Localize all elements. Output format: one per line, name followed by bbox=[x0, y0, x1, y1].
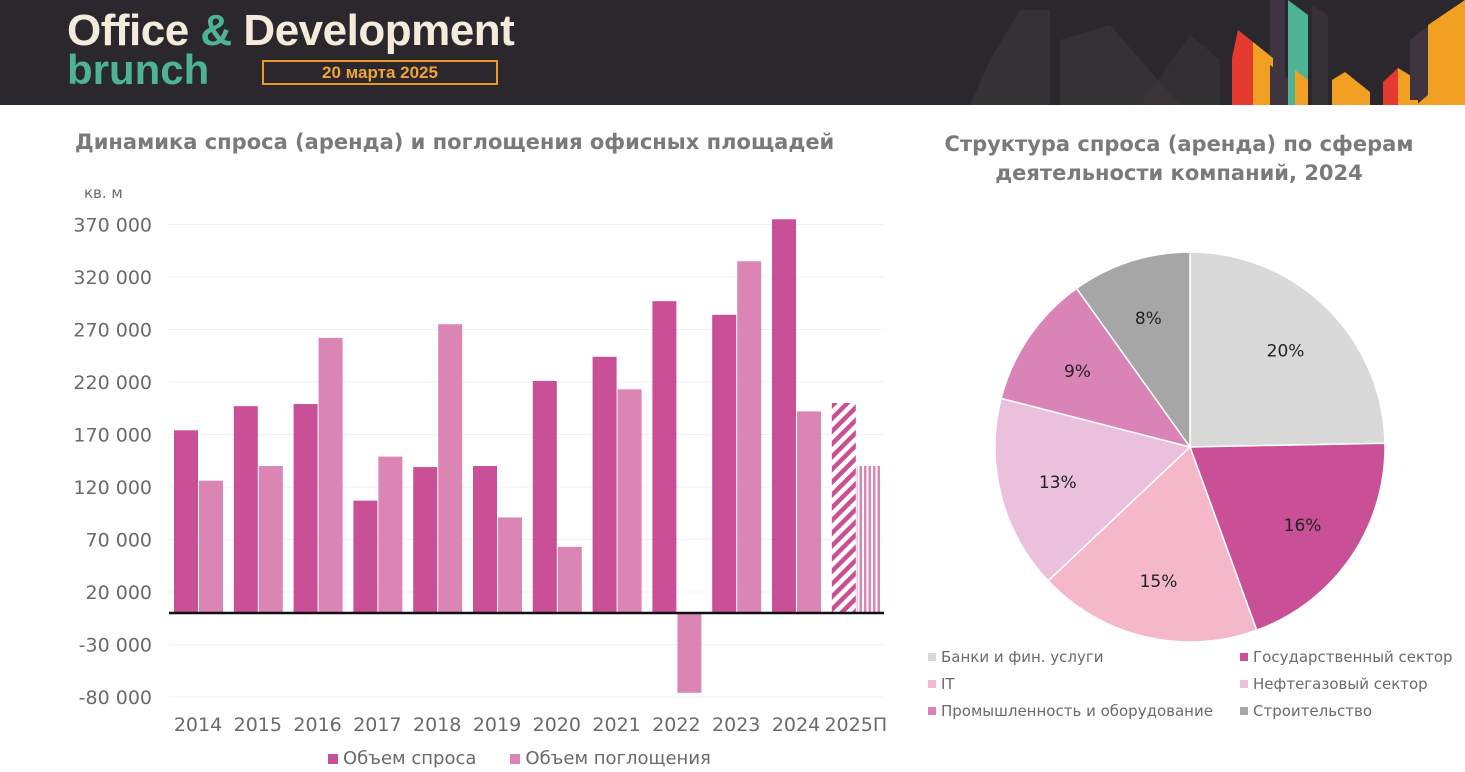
pie-legend-swatch bbox=[1240, 707, 1248, 715]
y-tick-label: 370 000 bbox=[73, 215, 152, 237]
pie-chart-title: Структура спроса (аренда) по сферам деят… bbox=[905, 130, 1453, 188]
brand-title-part1: Office bbox=[67, 6, 201, 55]
y-tick-label: 120 000 bbox=[73, 477, 152, 499]
skyline-decoration-icon bbox=[970, 0, 1465, 105]
pie-legend-item: Государственный сектор bbox=[1240, 648, 1460, 666]
legend-item-absorption: Объем поглощения bbox=[510, 748, 711, 769]
x-tick-label: 2015 bbox=[234, 714, 282, 736]
pie-legend-swatch bbox=[928, 680, 936, 688]
bar-absorption-2018 bbox=[438, 324, 463, 613]
x-tick-label: 2016 bbox=[293, 714, 341, 736]
y-tick-label: 70 000 bbox=[86, 530, 152, 552]
pie-legend-swatch bbox=[1240, 680, 1248, 688]
pie-slice-3 bbox=[994, 397, 1192, 582]
pie-chart-title-line2: деятельности компаний, 2024 bbox=[995, 161, 1363, 185]
bar-absorption-2023 bbox=[737, 261, 762, 613]
pie-legend-label: IT bbox=[941, 675, 955, 693]
bar-absorption-2020 bbox=[557, 546, 582, 613]
bar-chart-legend: Объем спроса Объем поглощения bbox=[328, 748, 711, 769]
pie-chart-title-line1: Структура спроса (аренда) по сферам bbox=[944, 132, 1414, 156]
pie-slice-5 bbox=[1075, 251, 1191, 450]
bar-absorption-2014 bbox=[199, 480, 223, 613]
brand-title: Office & Development bbox=[67, 6, 515, 56]
pie-slice-1 bbox=[1188, 442, 1386, 632]
pie-chart-legend: Банки и фин. услуги Государственный секто… bbox=[928, 648, 1458, 720]
x-tick-label: 2025П bbox=[824, 714, 887, 736]
y-tick-label: 20 000 bbox=[86, 582, 152, 604]
y-tick-label: 170 000 bbox=[73, 425, 152, 447]
pie-slice-4 bbox=[1000, 287, 1192, 449]
pie-slice-label: 8% bbox=[1135, 309, 1162, 329]
pie-legend-label: Промышленность и оборудование bbox=[941, 702, 1213, 720]
bar-demand-2020 bbox=[532, 380, 557, 613]
pie-slice-2 bbox=[1047, 445, 1258, 643]
pie-legend-swatch bbox=[928, 707, 936, 715]
header-banner: Office & Development brunch 20 марта 202… bbox=[0, 0, 1465, 105]
y-tick-label: 270 000 bbox=[73, 320, 152, 342]
legend-item-demand: Объем спроса bbox=[328, 748, 476, 769]
bar-demand-2016 bbox=[293, 404, 318, 613]
bar-demand-2014 bbox=[174, 430, 198, 613]
legend-swatch-absorption bbox=[510, 753, 521, 764]
bar-demand-2025П bbox=[831, 403, 856, 613]
pie-slice-label: 20% bbox=[1267, 342, 1305, 362]
bar-demand-2015 bbox=[233, 406, 258, 613]
legend-label-absorption: Объем поглощения bbox=[525, 748, 711, 769]
bar-demand-2021 bbox=[592, 356, 617, 613]
pie-slice-label: 16% bbox=[1284, 516, 1322, 536]
x-tick-label: 2020 bbox=[533, 714, 581, 736]
x-tick-label: 2018 bbox=[413, 714, 461, 736]
pie-chart: 20% 16% 15% 13% 9% 8% bbox=[994, 251, 1386, 643]
x-tick-label: 2017 bbox=[353, 714, 401, 736]
bar-demand-2018 bbox=[413, 467, 438, 613]
legend-label-demand: Объем спроса bbox=[343, 748, 477, 769]
bar-demand-2023 bbox=[712, 314, 737, 613]
pie-legend-swatch bbox=[928, 653, 936, 661]
pie-legend-label: Строительство bbox=[1253, 702, 1373, 720]
bar-chart-title: Динамика спроса (аренда) и поглощения оф… bbox=[75, 130, 835, 154]
bar-absorption-2022 bbox=[677, 613, 702, 693]
bar-chart: кв. м 370 000 320 000 270 000 220 000 170 00… bbox=[73, 184, 887, 736]
y-tick-label: 220 000 bbox=[73, 372, 152, 394]
brand-subtitle: brunch bbox=[67, 46, 210, 93]
x-tick-label: 2014 bbox=[174, 714, 222, 736]
pie-slice-label: 9% bbox=[1064, 362, 1091, 382]
pie-slice-0 bbox=[1189, 251, 1386, 448]
pie-legend-item: Строительство bbox=[1240, 702, 1460, 720]
pie-legend-item: Банки и фин. услуги bbox=[928, 648, 1240, 666]
pie-legend-label: Нефтегазовый сектор bbox=[1253, 675, 1428, 693]
y-tick-label: 320 000 bbox=[73, 267, 152, 289]
pie-legend-item: IT bbox=[928, 675, 1240, 693]
bar-absorption-2021 bbox=[617, 389, 642, 613]
bar-demand-2019 bbox=[473, 466, 497, 613]
y-tick-label: -80 000 bbox=[79, 687, 152, 709]
pie-slice-label: 13% bbox=[1039, 473, 1077, 493]
bar-absorption-2016 bbox=[318, 337, 343, 613]
x-tick-label: 2021 bbox=[592, 714, 640, 736]
y-tick-label: -30 000 bbox=[79, 635, 152, 657]
x-tick-label: 2024 bbox=[772, 714, 820, 736]
bar-absorption-2015 bbox=[258, 466, 283, 613]
bar-demand-2024 bbox=[772, 219, 796, 613]
pie-slice-label: 15% bbox=[1140, 572, 1178, 592]
bar-absorption-2019 bbox=[498, 517, 522, 613]
x-tick-label: 2022 bbox=[652, 714, 700, 736]
pie-legend-item: Промышленность и оборудование bbox=[928, 702, 1240, 720]
bar-absorption-2024 bbox=[797, 411, 821, 613]
bar-absorption-2017 bbox=[378, 456, 403, 613]
y-axis-unit-label: кв. м bbox=[84, 184, 123, 202]
bar-absorption-2025П bbox=[856, 466, 881, 613]
pie-legend-label: Банки и фин. услуги bbox=[941, 648, 1104, 666]
brand-title-part2: Development bbox=[231, 6, 515, 55]
brand-ampersand: & bbox=[200, 6, 232, 55]
pie-legend-swatch bbox=[1240, 653, 1248, 661]
bar-demand-2022 bbox=[652, 301, 677, 613]
bar-demand-2017 bbox=[353, 500, 378, 613]
x-tick-label: 2019 bbox=[473, 714, 521, 736]
event-date: 20 марта 2025 bbox=[262, 60, 498, 85]
pie-legend-item: Нефтегазовый сектор bbox=[1240, 675, 1460, 693]
pie-legend-label: Государственный сектор bbox=[1253, 648, 1453, 666]
legend-swatch-demand bbox=[328, 753, 338, 764]
x-tick-label: 2023 bbox=[712, 714, 760, 736]
